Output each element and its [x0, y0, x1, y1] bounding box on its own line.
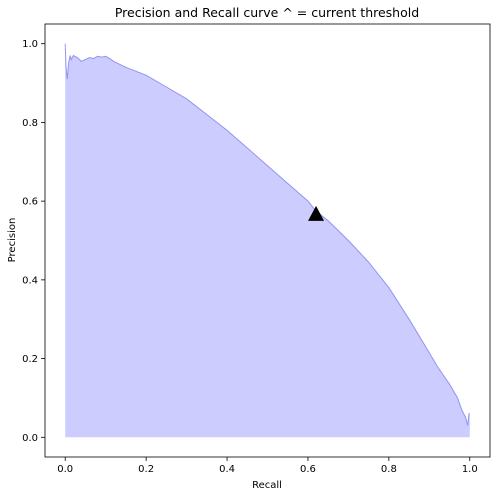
- y-tick-label: 0.8: [22, 118, 38, 129]
- y-tick-label: 0.4: [22, 275, 38, 286]
- pr-area-fill: [65, 43, 470, 438]
- y-tick-label: 0.2: [22, 354, 38, 365]
- x-tick-label: 1.0: [462, 464, 478, 475]
- axes-frame: [44, 23, 491, 458]
- pr-curve-line: [64, 43, 470, 426]
- chart-title: Precision and Recall curve ^ = current t…: [115, 5, 419, 20]
- x-axis-label: Recall: [252, 480, 282, 491]
- x-tick-label: 0.2: [138, 464, 154, 475]
- current-threshold-marker: [308, 205, 325, 221]
- x-tick-label: 0.4: [219, 464, 235, 475]
- y-tick-label: 0.0: [22, 433, 38, 444]
- x-axis-ticks: 0.0 0.2 0.4 0.6 0.8 1.0: [57, 457, 478, 475]
- y-axis-ticks: 0.0 0.2 0.4 0.6 0.8 1.0: [22, 39, 45, 444]
- x-tick-label: 0.8: [381, 464, 397, 475]
- y-axis-label: Precision: [7, 218, 18, 263]
- y-tick-label: 0.6: [22, 197, 38, 208]
- x-tick-label: 0.0: [57, 464, 73, 475]
- y-tick-label: 1.0: [22, 39, 38, 50]
- plot-area: [64, 43, 470, 438]
- x-tick-label: 0.6: [300, 464, 316, 475]
